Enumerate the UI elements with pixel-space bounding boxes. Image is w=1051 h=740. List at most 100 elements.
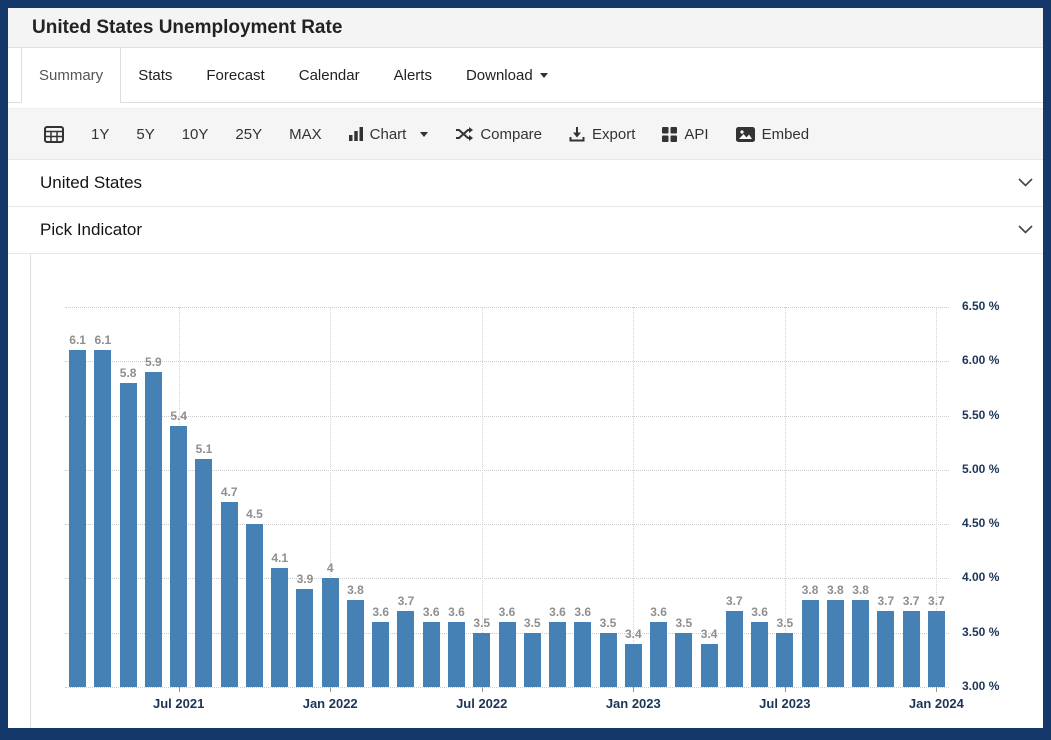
- unemployment-bar[interactable]: [574, 621, 592, 687]
- unemployment-bar[interactable]: [751, 621, 769, 687]
- unemployment-bar[interactable]: [650, 621, 668, 687]
- indicator-selector-label: Pick Indicator: [40, 220, 143, 239]
- unemployment-bar[interactable]: [523, 632, 541, 687]
- tab-summary-label: Summary: [39, 67, 104, 84]
- unemployment-bar[interactable]: [397, 611, 415, 687]
- x-axis-tick: [936, 687, 938, 692]
- y-axis-label: 6.50 %: [962, 299, 1000, 313]
- unemployment-bar[interactable]: [119, 383, 137, 687]
- unemployment-bar[interactable]: [776, 632, 794, 687]
- tab-stats[interactable]: Stats: [121, 48, 189, 102]
- x-axis-tick: [784, 687, 786, 692]
- tab-summary[interactable]: Summary: [21, 48, 122, 103]
- bar-value-label: 3.7: [725, 594, 743, 608]
- unemployment-bar[interactable]: [170, 426, 188, 687]
- unemployment-bar[interactable]: [498, 621, 516, 687]
- bar-value-label: 3.6: [422, 604, 440, 619]
- download-icon: [569, 126, 585, 142]
- range-max-button[interactable]: MAX: [289, 126, 322, 143]
- range-25y-label: 25Y: [235, 125, 263, 143]
- x-gridline: [784, 307, 786, 687]
- unemployment-bar[interactable]: [473, 632, 491, 687]
- unemployment-bar[interactable]: [852, 600, 870, 687]
- range-1y-button[interactable]: 1Y: [91, 126, 109, 143]
- range-5y-button[interactable]: 5Y: [136, 126, 154, 143]
- bar-value-label: 3.5: [675, 615, 693, 630]
- y-axis-label: 6.00 %: [962, 353, 1000, 368]
- bar-value-label: 5.4: [170, 409, 187, 424]
- chart-type-button[interactable]: Chart: [348, 125, 429, 143]
- unemployment-bar[interactable]: [549, 621, 566, 687]
- bar-value-label: 3.5: [599, 615, 617, 630]
- bar-value-label: 3.7: [877, 594, 895, 608]
- chart-panel: 3.00 % 3.50 % 4.00 % 4.50 % 5.00 % 5.50 % 6.00…: [30, 254, 1043, 728]
- unemployment-bar[interactable]: [826, 600, 844, 687]
- unemployment-bar[interactable]: [675, 632, 693, 687]
- bar-value-label: 3.7: [928, 594, 945, 608]
- compare-button[interactable]: Compare: [455, 126, 542, 143]
- compare-label: Compare: [480, 125, 543, 143]
- bar-value-label: 3.5: [473, 615, 491, 630]
- shuffle-icon: [455, 127, 474, 141]
- date-range-button[interactable]: [44, 125, 64, 143]
- chart-type-label: Chart: [369, 125, 407, 143]
- title-bar: United States Unemployment Rate: [8, 8, 1043, 48]
- bar-value-label: 6.1: [94, 333, 112, 348]
- unemployment-bar[interactable]: [447, 621, 465, 687]
- unemployment-bar[interactable]: [220, 502, 238, 687]
- tab-alerts-label: Alerts: [393, 66, 432, 84]
- unemployment-bar[interactable]: [346, 600, 364, 687]
- api-label: API: [684, 125, 709, 143]
- unemployment-bar[interactable]: [372, 621, 390, 687]
- unemployment-bar[interactable]: [321, 578, 339, 687]
- unemployment-bar[interactable]: [801, 600, 819, 687]
- tab-bar-stub: [8, 48, 21, 102]
- unemployment-bar[interactable]: [877, 611, 895, 687]
- bar-value-label: 4: [326, 561, 334, 576]
- unemployment-bar[interactable]: [245, 524, 263, 687]
- bar-value-label: 3.6: [372, 604, 390, 619]
- divider: [8, 103, 1043, 108]
- unemployment-bar[interactable]: [927, 611, 945, 687]
- indicator-selector[interactable]: Pick Indicator: [8, 207, 1043, 254]
- x-gridline: [330, 307, 332, 687]
- chevron-down-icon: [1018, 174, 1033, 192]
- unemployment-bar[interactable]: [599, 632, 617, 687]
- tab-forecast[interactable]: Forecast: [189, 48, 281, 102]
- unemployment-bar[interactable]: [725, 611, 743, 687]
- tab-bar: Summary Stats Forecast Calendar Alerts D…: [8, 48, 1043, 103]
- export-button[interactable]: Export: [569, 126, 635, 143]
- bar-value-label: 3.6: [650, 604, 667, 619]
- x-axis-tick: [178, 687, 180, 692]
- x-axis-label: Jan 2022: [302, 696, 358, 711]
- bar-value-label: 4.5: [246, 507, 263, 522]
- range-10y-button[interactable]: 10Y: [182, 126, 209, 143]
- bar-value-label: 3.6: [448, 604, 465, 619]
- api-button[interactable]: API: [662, 125, 709, 143]
- unemployment-bar[interactable]: [422, 621, 440, 687]
- unemployment-bar[interactable]: [144, 372, 162, 687]
- x-axis-label: Jan 2024: [908, 696, 964, 711]
- unemployment-bar[interactable]: [902, 611, 920, 687]
- y-gridline: [65, 469, 949, 471]
- y-gridline: [65, 307, 949, 308]
- range-25y-button[interactable]: 25Y: [235, 126, 262, 143]
- bar-value-label: 5.9: [145, 355, 162, 370]
- tab-alerts[interactable]: Alerts: [377, 48, 449, 102]
- unemployment-bar[interactable]: [296, 589, 314, 687]
- country-selector[interactable]: United States: [8, 160, 1043, 207]
- unemployment-bar[interactable]: [624, 643, 642, 687]
- embed-button[interactable]: Embed: [735, 126, 809, 143]
- unemployment-bar[interactable]: [94, 350, 112, 687]
- unemployment-bar[interactable]: [271, 567, 289, 687]
- unemployment-bar[interactable]: [700, 643, 718, 687]
- unemployment-bar[interactable]: [69, 350, 87, 687]
- unemployment-bar[interactable]: [195, 459, 213, 687]
- plot-area: 3.00 % 3.50 % 4.00 % 4.50 % 5.00 % 5.50 % 6.00…: [65, 299, 999, 711]
- tab-download-label: Download: [465, 66, 533, 84]
- y-gridline: [65, 687, 949, 688]
- tab-calendar[interactable]: Calendar: [282, 48, 377, 102]
- x-axis-label: Jul 2023: [759, 696, 811, 711]
- tab-download[interactable]: Download: [449, 48, 565, 102]
